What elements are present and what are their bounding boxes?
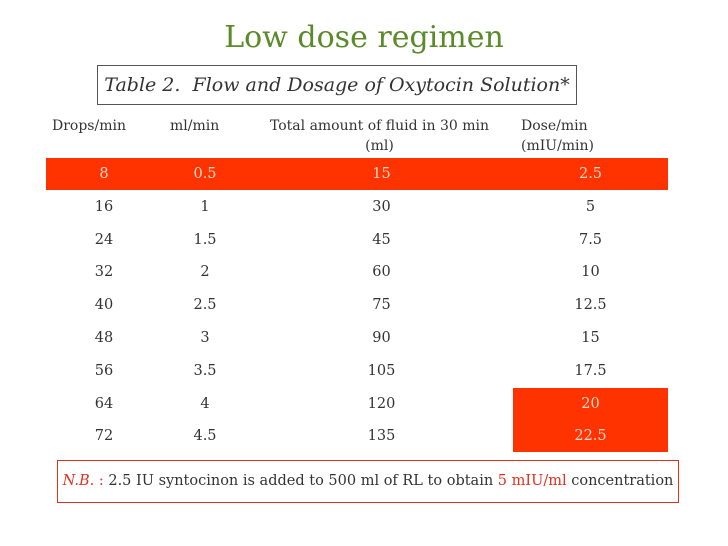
table-cell: 22.5 (513, 420, 668, 453)
table-cell: 4 (200, 395, 210, 412)
table-cell: 0.5 (193, 166, 217, 182)
table-cell: 17.5 (574, 362, 607, 379)
table-cell: 135 (367, 428, 396, 445)
table-caption: Table 2. Flow and Dosage of Oxytocin Sol… (97, 65, 577, 105)
table-cell: 1.5 (193, 231, 217, 248)
note-highlight: 5 mIU/ml (497, 473, 567, 489)
table-cell: 3 (200, 330, 210, 346)
table-cell: 16 (94, 198, 114, 215)
header-cell: Drops/min (52, 116, 126, 136)
table-cell: 3.5 (193, 362, 217, 379)
header-line: Drops/min (52, 118, 126, 134)
table-cell: 45 (372, 231, 391, 248)
header-line: ml/min (170, 118, 220, 134)
header-line: (mIU/min) (521, 138, 595, 154)
header-cell: Total amount of fluid in 30 min (ml) (267, 116, 492, 156)
table-cell: 20 (513, 387, 668, 420)
header-line: (ml) (365, 138, 394, 154)
table-cell: 30 (372, 198, 391, 215)
header-cell: Dose/min (mIU/min) (521, 116, 594, 156)
table-cell: 10 (581, 264, 600, 281)
note-end: concentration (566, 473, 674, 489)
row-highlight (46, 158, 668, 190)
table-cell: 56 (94, 362, 114, 379)
header-line: Total amount of fluid in 30 min (269, 118, 490, 134)
note-label: N.B. (62, 473, 95, 489)
table-cell: 64 (94, 395, 114, 412)
slide-title: Low dose regimen (224, 20, 504, 55)
table-cell: 7.5 (578, 231, 603, 248)
table-cell: 5 (585, 198, 596, 215)
table-cell: 2.5 (578, 166, 603, 182)
table-cell: 15 (581, 330, 600, 346)
table-cell: 72 (94, 428, 114, 445)
table-cell: 2 (200, 264, 210, 281)
header-line: Dose/min (521, 118, 588, 134)
note: N.B. : 2.5 IU syntocinon is added to 500… (57, 460, 679, 503)
table-cell: 4.5 (193, 428, 217, 445)
table-cell: 24 (94, 231, 114, 248)
table-cell: 60 (372, 264, 391, 281)
table-cell: 15 (372, 166, 391, 182)
table-cell: 8 (99, 166, 109, 182)
note-separator: : (94, 473, 109, 489)
table-cell: 1 (200, 198, 210, 215)
table-cell: 120 (367, 395, 396, 412)
table-cell: 48 (94, 330, 114, 346)
table-cell: 2.5 (193, 297, 217, 314)
table-cell: 105 (367, 362, 396, 379)
table-cell: 90 (372, 330, 391, 346)
table-cell: 75 (372, 297, 391, 314)
table-cell: 40 (94, 297, 114, 314)
table-cell: 12.5 (574, 297, 607, 314)
note-text: 2.5 IU syntocinon is added to 500 ml of … (108, 473, 498, 489)
header-cell: ml/min (170, 116, 219, 136)
table-cell: 32 (94, 264, 114, 281)
